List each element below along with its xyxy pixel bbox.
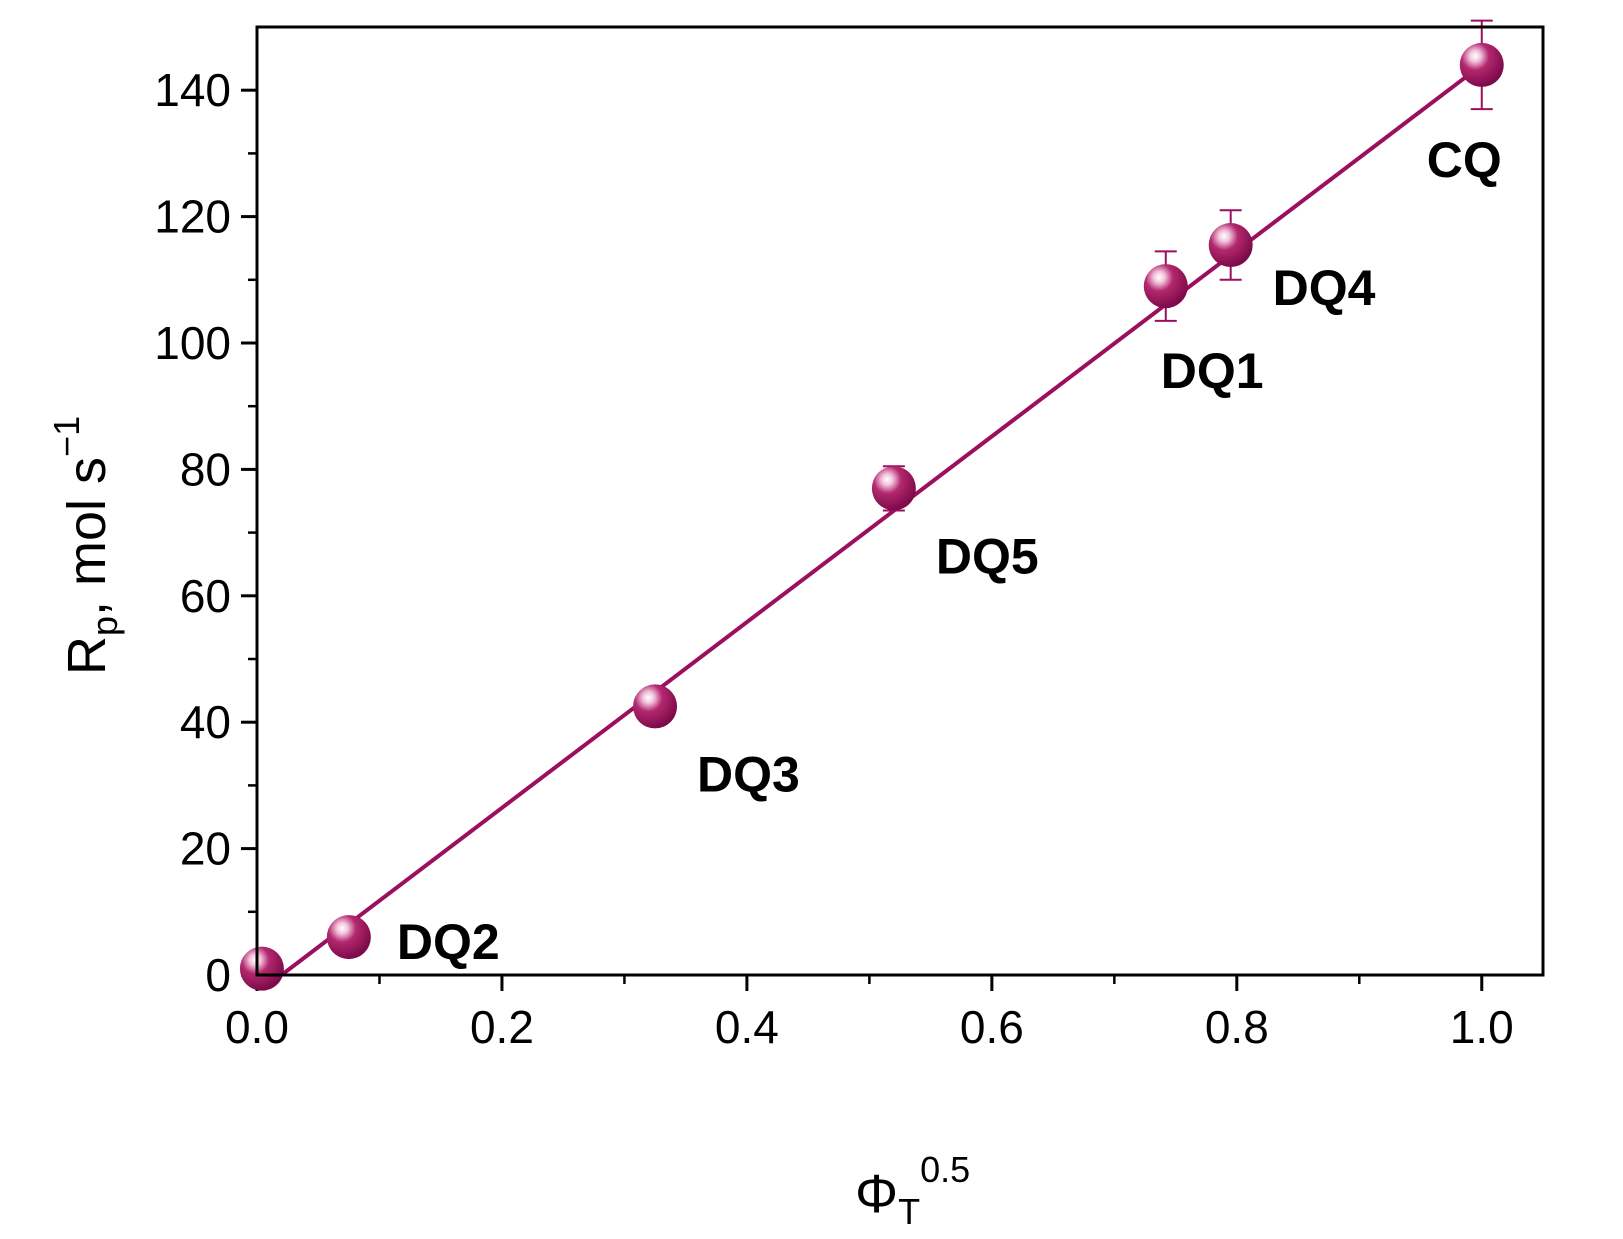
y-tick-label: 60 xyxy=(180,570,231,622)
svg-text:Rp, mol s−1: Rp, mol s−1 xyxy=(46,416,125,675)
data-point xyxy=(326,915,371,960)
y-tick-label: 20 xyxy=(180,823,231,875)
y-tick-label: 120 xyxy=(154,191,231,243)
x-axis-title-sub: T xyxy=(898,1191,920,1232)
x-tick-label: 1.0 xyxy=(1450,1001,1514,1053)
y-axis-title: Rp, mol s−1 xyxy=(46,416,125,675)
y-axis-title-rest: , mol s xyxy=(57,457,117,616)
y-tick-label: 80 xyxy=(180,443,231,495)
x-axis-ticks: 0.0 0.2 0.4 0.6 0.8 1.0 xyxy=(225,975,1514,1053)
data-point xyxy=(633,684,678,729)
error-bars xyxy=(337,19,1493,946)
x-tick-label: 0.2 xyxy=(470,1001,534,1053)
y-tick-label: 100 xyxy=(154,317,231,369)
point-label: DQ5 xyxy=(936,528,1039,584)
plot-frame xyxy=(255,25,1545,977)
y-axis-title-main: R xyxy=(57,636,117,675)
data-point xyxy=(1208,223,1253,268)
x-axis-title-main: Φ xyxy=(855,1164,898,1224)
x-tick-label: 0.0 xyxy=(225,1001,289,1053)
x-tick-label: 0.6 xyxy=(960,1001,1024,1053)
point-label: DQ2 xyxy=(397,914,500,970)
x-axis-title-sup: 0.5 xyxy=(920,1149,970,1190)
point-label: DQ4 xyxy=(1273,260,1376,316)
point-label: DQ1 xyxy=(1161,343,1264,399)
data-point xyxy=(1459,42,1504,87)
y-axis-ticks: 0 20 40 60 80 100 120 140 xyxy=(154,64,257,1001)
fit-line-group xyxy=(280,63,1483,977)
x-tick-label: 0.8 xyxy=(1205,1001,1269,1053)
data-point xyxy=(1143,264,1188,309)
y-axis-title-sup: −1 xyxy=(46,416,87,457)
y-axis-title-sub: p xyxy=(84,616,125,636)
data-point xyxy=(239,946,284,991)
y-tick-label: 0 xyxy=(205,949,231,1001)
svg-text:ΦT0.5: ΦT0.5 xyxy=(855,1149,970,1232)
point-label: DQ3 xyxy=(697,746,800,802)
y-tick-label: 40 xyxy=(180,696,231,748)
data-point xyxy=(871,466,916,511)
x-tick-label: 0.4 xyxy=(715,1001,779,1053)
fit-line xyxy=(280,63,1483,977)
x-axis-title: ΦT0.5 xyxy=(855,1149,970,1232)
point-label: CQ xyxy=(1427,132,1502,188)
y-tick-label: 140 xyxy=(154,64,231,116)
data-points xyxy=(239,42,1504,991)
